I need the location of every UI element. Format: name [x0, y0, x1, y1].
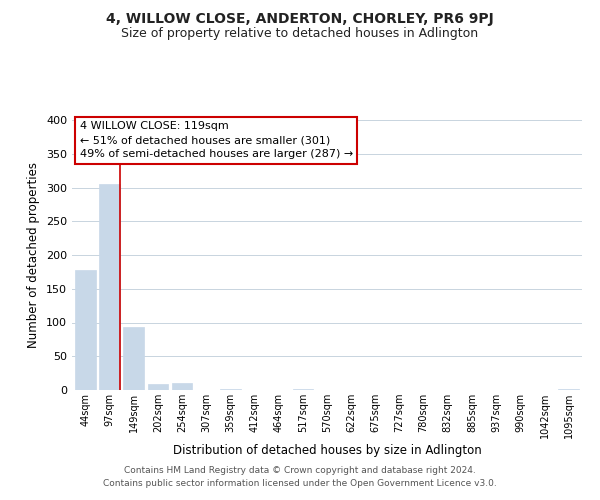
Text: 4 WILLOW CLOSE: 119sqm
← 51% of detached houses are smaller (301)
49% of semi-de: 4 WILLOW CLOSE: 119sqm ← 51% of detached… [80, 122, 353, 160]
Y-axis label: Number of detached properties: Number of detached properties [28, 162, 40, 348]
Text: Size of property relative to detached houses in Adlington: Size of property relative to detached ho… [121, 28, 479, 40]
Text: Contains HM Land Registry data © Crown copyright and database right 2024.
Contai: Contains HM Land Registry data © Crown c… [103, 466, 497, 487]
Bar [172, 383, 192, 390]
Bar [99, 184, 120, 390]
Text: 4, WILLOW CLOSE, ANDERTON, CHORLEY, PR6 9PJ: 4, WILLOW CLOSE, ANDERTON, CHORLEY, PR6 … [106, 12, 494, 26]
Bar [148, 384, 168, 390]
Bar [124, 327, 144, 390]
Bar [75, 270, 95, 390]
X-axis label: Distribution of detached houses by size in Adlington: Distribution of detached houses by size … [173, 444, 481, 456]
